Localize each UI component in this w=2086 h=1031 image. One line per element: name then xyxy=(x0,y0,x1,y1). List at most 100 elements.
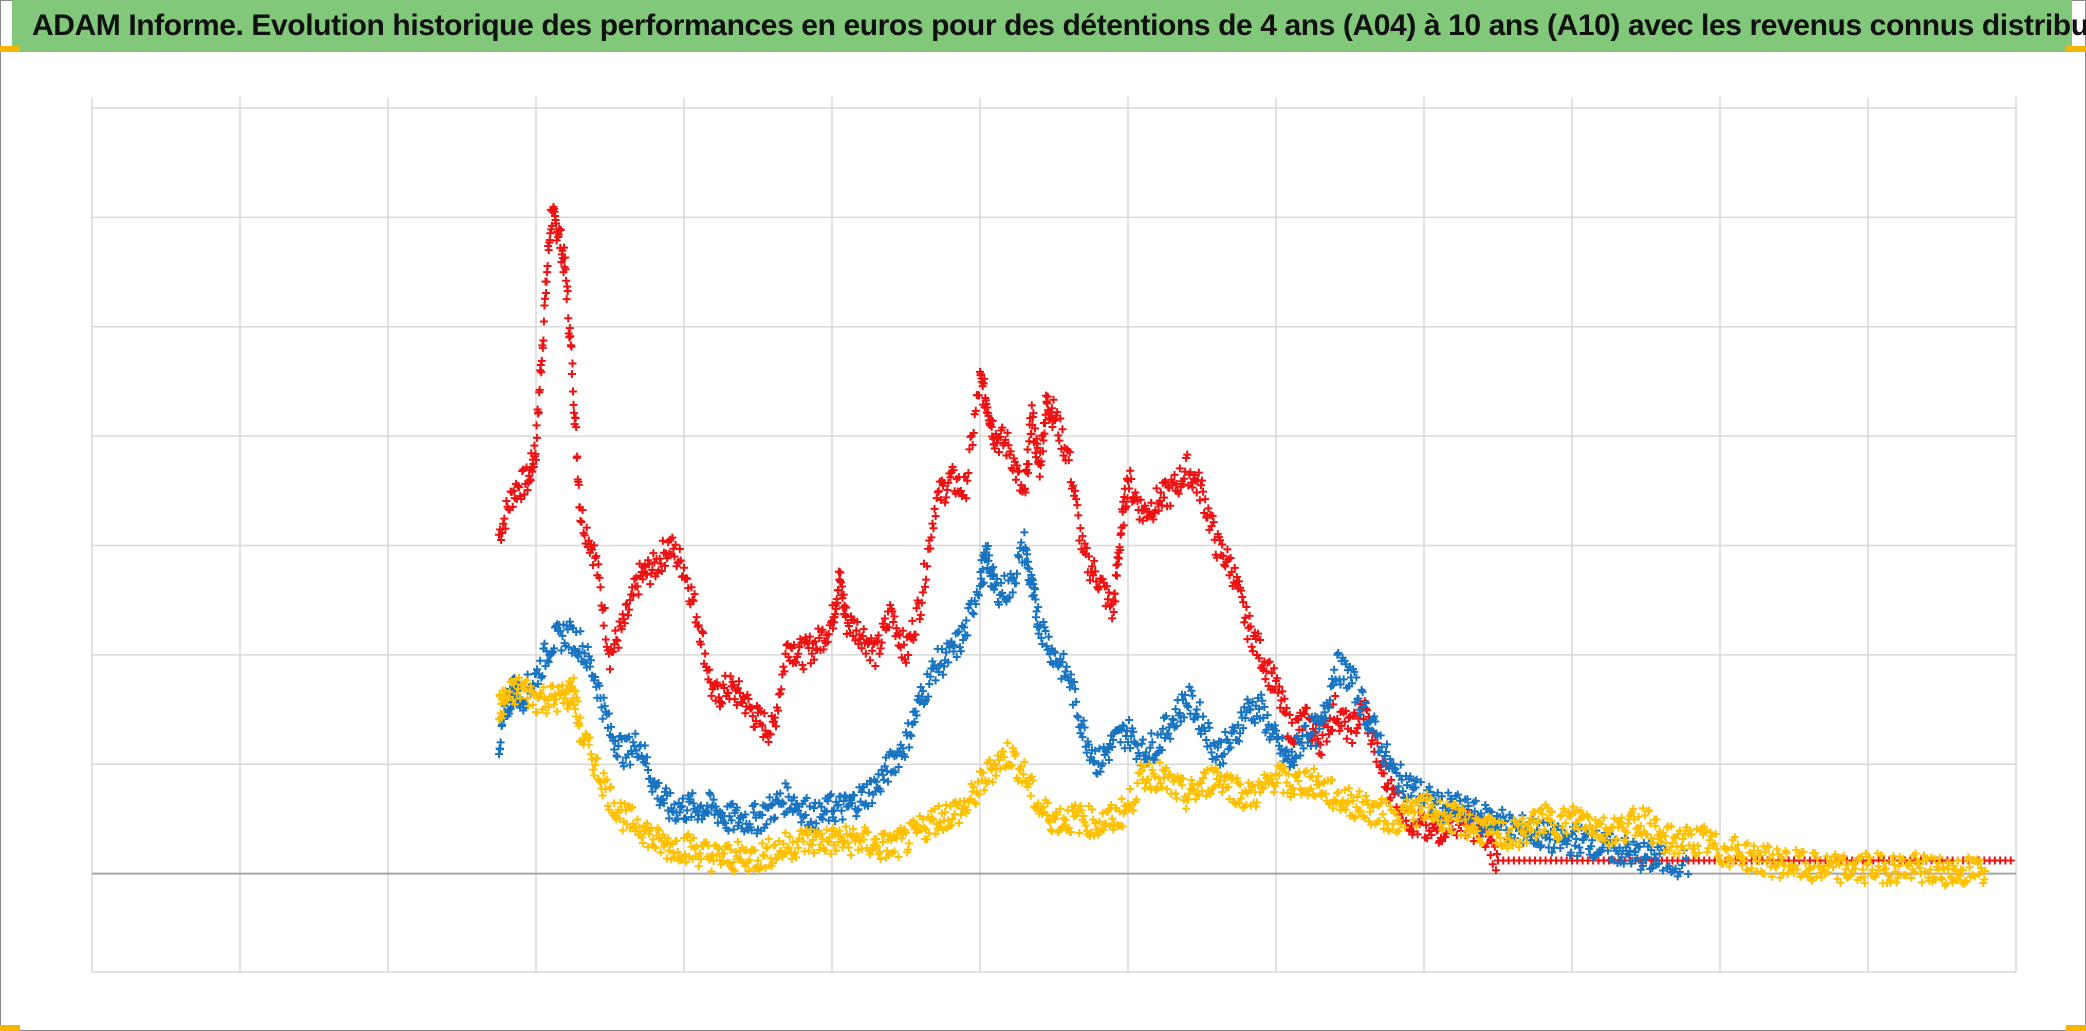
marker-yellow-549 xyxy=(1053,810,1062,819)
marker-yellow-1212 xyxy=(1754,846,1763,855)
marker-red-190 xyxy=(644,556,653,565)
marker-red-798 xyxy=(1212,553,1221,562)
marker-yellow-1214 xyxy=(1756,851,1765,860)
marker-red-645 xyxy=(1065,448,1074,457)
marker-blue-757 xyxy=(1243,695,1252,704)
marker-red-517 xyxy=(974,391,983,400)
marker-blue-3 xyxy=(496,738,505,747)
marker-blue-1060 xyxy=(1563,836,1572,845)
marker-yellow-1403 xyxy=(1955,871,1964,880)
marker-red-831 xyxy=(1247,642,1256,651)
marker-red-2 xyxy=(497,536,506,545)
marker-red-109 xyxy=(567,342,576,351)
marker-yellow-531 xyxy=(1034,799,1043,808)
marker-blue-411 xyxy=(907,731,916,740)
marker-yellow-517 xyxy=(1019,770,1028,779)
marker-red-907 xyxy=(1328,725,1337,734)
marker-blue-481 xyxy=(978,565,987,574)
marker-yellow-567 xyxy=(1072,811,1081,820)
marker-yellow-1101 xyxy=(1636,821,1645,830)
marker-yellow-302 xyxy=(792,853,801,862)
marker-red-474 xyxy=(929,524,938,533)
marker-yellow-66 xyxy=(557,688,566,697)
marker-yellow-562 xyxy=(1066,828,1075,837)
marker-yellow-1236 xyxy=(1779,868,1788,877)
marker-yellow-698 xyxy=(1210,782,1219,791)
marker-yellow-1048 xyxy=(1580,823,1589,832)
marker-blue-916 xyxy=(1411,783,1420,792)
marker-yellow-58 xyxy=(548,682,557,691)
corner-mark-bottom-left xyxy=(0,1025,20,1031)
marker-red-244 xyxy=(701,649,710,658)
marker-blue-224 xyxy=(709,795,718,804)
marker-red-401 xyxy=(852,626,861,635)
marker-blue-1131 xyxy=(1638,862,1647,871)
marker-yellow-54 xyxy=(544,702,553,711)
marker-red-419 xyxy=(871,662,880,671)
marker-blue-491 xyxy=(983,541,992,550)
marker-blue-508 xyxy=(995,600,1004,609)
marker-yellow-1130 xyxy=(1667,822,1676,831)
marker-yellow-488 xyxy=(988,777,997,786)
marker-red-220 xyxy=(675,544,684,553)
marker-blue-603 xyxy=(1080,723,1089,732)
marker-red-559 xyxy=(1004,441,1013,450)
marker-red-250 xyxy=(707,691,716,700)
marker-blue-133 xyxy=(613,752,622,761)
marker-red-795 xyxy=(1209,518,1218,527)
marker-blue-903 xyxy=(1397,775,1406,784)
marker-red-56 xyxy=(539,336,548,345)
marker-yellow-767 xyxy=(1283,788,1292,797)
marker-blue-760 xyxy=(1246,705,1255,714)
marker-yellow-1316 xyxy=(1864,858,1872,867)
marker-blue-81 xyxy=(558,631,567,640)
marker-yellow-946 xyxy=(1472,826,1481,835)
marker-yellow-335 xyxy=(826,849,835,858)
marker-yellow-662 xyxy=(1172,794,1181,803)
marker-blue-131 xyxy=(611,736,620,745)
marker-yellow-592 xyxy=(1098,809,1107,818)
marker-yellow-1395 xyxy=(1947,874,1956,883)
marker-yellow-674 xyxy=(1185,789,1194,798)
marker-blue-812 xyxy=(1301,721,1310,730)
series-yellow xyxy=(495,673,1990,890)
marker-blue-585 xyxy=(1061,667,1070,676)
marker-yellow-197 xyxy=(681,850,690,859)
marker-red-66 xyxy=(544,246,553,255)
marker-red-105 xyxy=(565,333,574,342)
marker-yellow-648 xyxy=(1157,783,1166,792)
marker-yellow-835 xyxy=(1355,787,1364,796)
marker-yellow-1400 xyxy=(1952,876,1961,885)
chart-title: ADAM Informe. Evolution historique des p… xyxy=(32,9,2086,42)
marker-blue-97 xyxy=(575,647,584,656)
marker-yellow-273 xyxy=(761,863,770,872)
marker-yellow-1274 xyxy=(1819,862,1828,871)
marker-yellow-641 xyxy=(1150,772,1159,781)
marker-red-107 xyxy=(566,332,575,341)
marker-red-690 xyxy=(1111,597,1120,606)
marker-yellow-212 xyxy=(696,854,705,863)
marker-yellow-243 xyxy=(729,857,738,866)
marker-yellow-889 xyxy=(1412,821,1421,830)
marker-yellow-921 xyxy=(1446,811,1455,820)
marker-yellow-757 xyxy=(1273,778,1282,787)
marker-red-14 xyxy=(509,486,518,495)
marker-red-167 xyxy=(619,614,628,623)
marker-yellow-1107 xyxy=(1643,830,1652,839)
marker-blue-810 xyxy=(1299,744,1308,753)
marker-yellow-600 xyxy=(1107,801,1116,810)
marker-blue-900 xyxy=(1394,782,1403,791)
marker-yellow-846 xyxy=(1367,820,1376,829)
marker-red-111 xyxy=(568,359,577,368)
marker-yellow-502 xyxy=(1003,738,1012,747)
marker-blue-290 xyxy=(779,799,788,808)
marker-blue-755 xyxy=(1241,713,1250,722)
marker-yellow-382 xyxy=(876,854,885,863)
corner-mark-bottom-right xyxy=(2066,1025,2086,1031)
marker-yellow-1103 xyxy=(1638,804,1647,813)
marker-blue-1161 xyxy=(1684,869,1693,878)
marker-blue-116 xyxy=(595,681,604,690)
marker-red-406 xyxy=(857,644,866,653)
marker-yellow-894 xyxy=(1417,803,1426,812)
marker-red-7 xyxy=(502,497,511,506)
